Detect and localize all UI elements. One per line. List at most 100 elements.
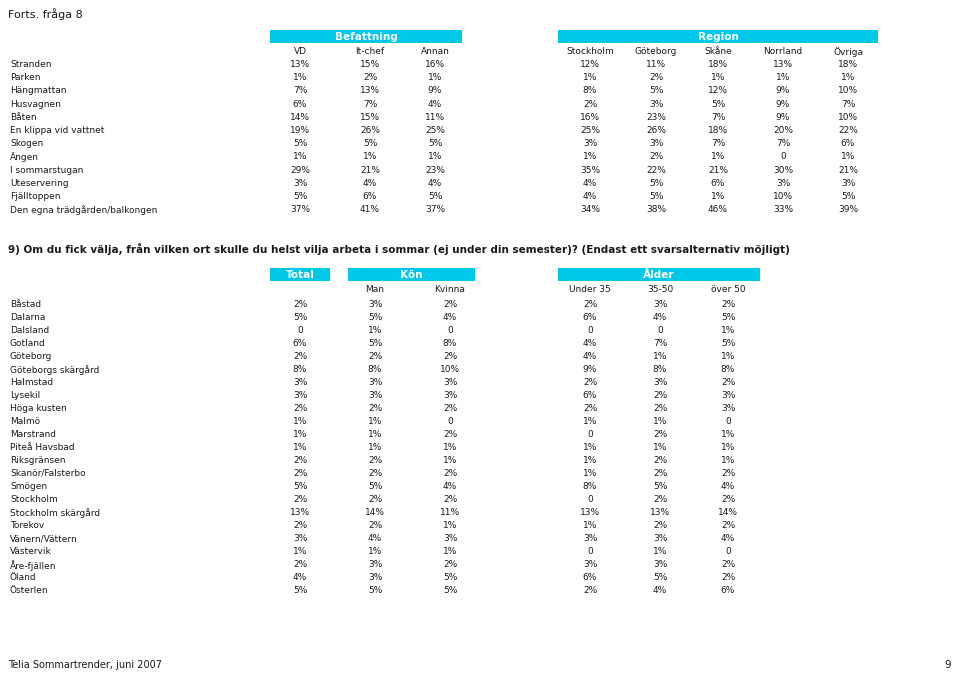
Text: 3%: 3% [583,560,597,569]
Text: 1%: 1% [368,547,383,556]
Text: 10%: 10% [838,86,858,95]
Text: 3%: 3% [368,378,383,387]
Text: 12%: 12% [708,86,728,95]
Text: 1%: 1% [653,547,667,556]
Text: 9%: 9% [776,86,790,95]
Text: Båten: Båten [10,113,36,122]
Text: 2%: 2% [721,469,736,478]
Text: Hängmattan: Hängmattan [10,86,66,95]
Text: 2%: 2% [721,300,736,309]
Text: 1%: 1% [583,469,597,478]
Text: 1%: 1% [292,153,307,161]
Text: 13%: 13% [290,60,310,69]
Text: 6%: 6% [583,313,597,322]
Text: 3%: 3% [653,560,667,569]
Text: Skanör/Falsterbo: Skanör/Falsterbo [10,469,85,478]
Text: 22%: 22% [838,126,858,135]
Text: 2%: 2% [721,521,736,530]
Text: 8%: 8% [292,365,307,374]
Text: It-chef: It-chef [356,47,385,56]
Text: 1%: 1% [428,153,442,161]
Text: 3%: 3% [292,378,307,387]
Text: 26%: 26% [360,126,380,135]
Text: Dalsland: Dalsland [10,326,49,335]
Text: Österlen: Österlen [10,586,49,595]
Text: 1%: 1% [711,192,725,201]
Text: 4%: 4% [583,352,597,361]
Text: 35-50: 35-50 [647,285,673,294]
Text: Den egna trädgården/balkongen: Den egna trädgården/balkongen [10,205,157,215]
Text: VD: VD [293,47,307,56]
Text: 41%: 41% [360,205,380,214]
Text: 3%: 3% [653,534,667,543]
Text: 2%: 2% [443,300,457,309]
Text: 2%: 2% [292,560,307,569]
Text: 2%: 2% [368,352,382,361]
Text: Uteservering: Uteservering [10,179,69,188]
Bar [348,268,475,281]
Bar [558,268,760,281]
Text: 0: 0 [447,326,453,335]
Text: 2%: 2% [368,456,382,465]
Text: 2%: 2% [583,378,597,387]
Text: 3%: 3% [443,391,457,400]
Text: 6%: 6% [583,573,597,582]
Text: Höga kusten: Höga kusten [10,404,67,413]
Text: Under 35: Under 35 [569,285,611,294]
Text: 1%: 1% [368,326,383,335]
Text: 5%: 5% [443,586,457,595]
Text: 8%: 8% [368,365,383,374]
Text: 0: 0 [725,417,731,426]
Text: 25%: 25% [580,126,600,135]
Text: 9%: 9% [776,113,790,122]
Text: 1%: 1% [583,456,597,465]
Text: 2%: 2% [292,404,307,413]
Text: 3%: 3% [841,179,855,188]
Text: 5%: 5% [711,100,725,109]
Text: 1%: 1% [721,326,736,335]
Text: Lysekil: Lysekil [10,391,40,400]
Text: 4%: 4% [443,313,457,322]
Text: Marstrand: Marstrand [10,430,56,439]
Text: 18%: 18% [708,60,728,69]
Text: 3%: 3% [443,534,457,543]
Text: 6%: 6% [363,192,377,201]
Text: 4%: 4% [428,100,442,109]
Text: 19%: 19% [290,126,310,135]
Text: 4%: 4% [583,179,597,188]
Text: 3%: 3% [292,534,307,543]
Text: 2%: 2% [583,300,597,309]
Text: 1%: 1% [292,73,307,82]
Text: 1%: 1% [721,443,736,452]
Text: Annan: Annan [421,47,450,56]
Text: 1%: 1% [363,153,377,161]
Text: En klippa vid vattnet: En klippa vid vattnet [10,126,105,135]
Text: 6%: 6% [721,586,736,595]
Text: 3%: 3% [443,378,457,387]
Text: 1%: 1% [721,352,736,361]
Text: 3%: 3% [649,139,664,148]
Text: 5%: 5% [653,573,667,582]
Text: 1%: 1% [776,73,790,82]
Text: Göteborg: Göteborg [635,47,677,56]
Text: 4%: 4% [583,339,597,348]
Text: 3%: 3% [583,139,597,148]
Text: Befattning: Befattning [335,32,397,41]
Text: 18%: 18% [708,126,728,135]
Text: Total: Total [286,269,315,279]
Text: Vänern/Vättern: Vänern/Vättern [10,534,78,543]
Text: 4%: 4% [583,192,597,201]
Text: 10%: 10% [838,113,858,122]
Text: Fjälltoppen: Fjälltoppen [10,192,60,201]
Text: 7%: 7% [292,86,307,95]
Text: 4%: 4% [368,534,382,543]
Text: 13%: 13% [580,508,600,517]
Text: 2%: 2% [721,495,736,504]
Text: 8%: 8% [583,86,597,95]
Text: 38%: 38% [646,205,667,214]
Text: 4%: 4% [721,534,736,543]
Text: 0: 0 [587,547,593,556]
Text: 2%: 2% [368,495,382,504]
Bar [270,268,330,281]
Text: 2%: 2% [292,300,307,309]
